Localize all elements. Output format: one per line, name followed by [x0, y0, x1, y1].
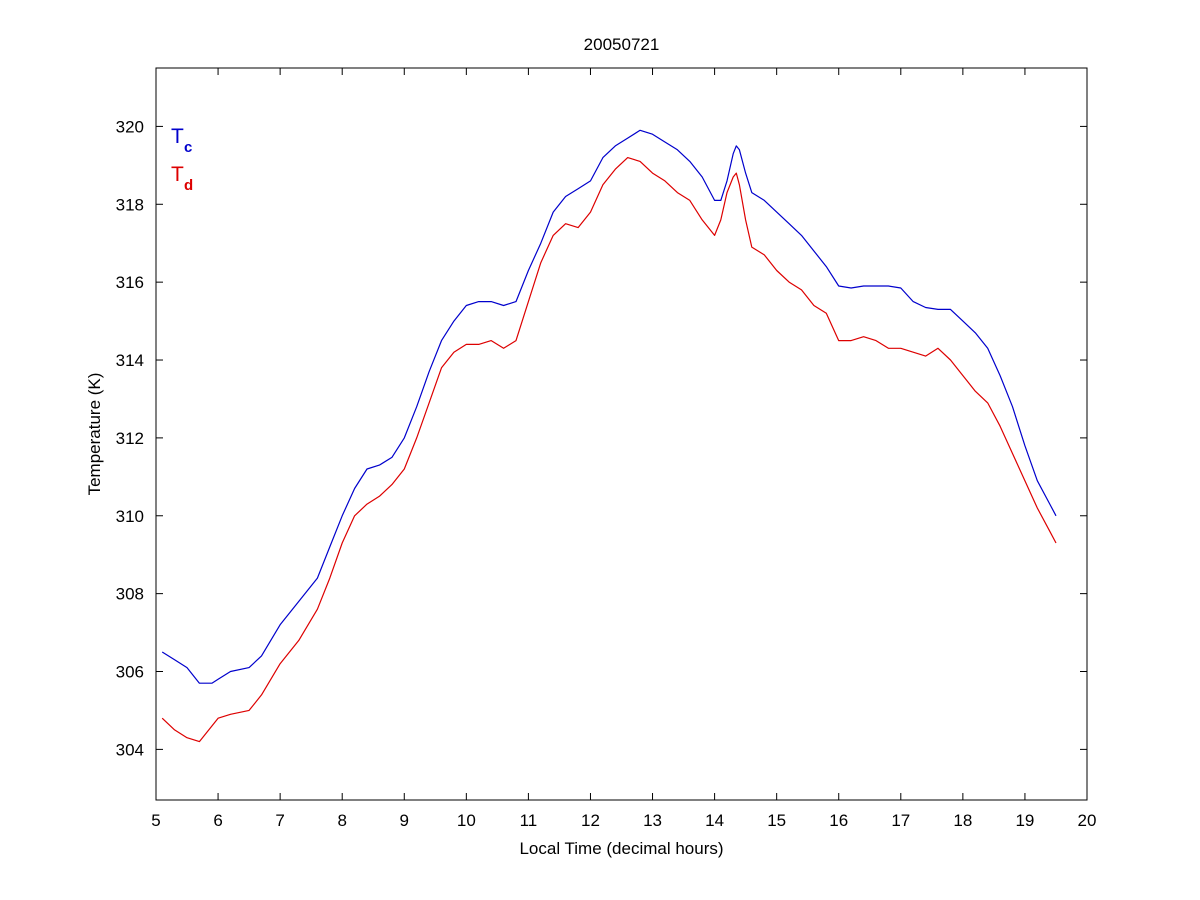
y-tick-label: 310: [116, 507, 144, 526]
series-layer: [161, 129, 1057, 743]
x-tick-label: 19: [1015, 811, 1034, 830]
y-tick-label: 306: [116, 663, 144, 682]
x-tick-label: 15: [767, 811, 786, 830]
x-tick-label: 10: [457, 811, 476, 830]
y-tick-label: 308: [116, 585, 144, 604]
y-tick-label: 304: [116, 740, 144, 759]
x-tick-label: 11: [520, 811, 538, 830]
y-tick-label: 320: [116, 117, 144, 136]
x-axis: 5 6 7 8 9 10 11 12 13 14 15 16 17 18 19 20: [151, 68, 1096, 830]
legend-entry-subscript: c: [184, 139, 192, 156]
x-tick-label: 13: [643, 811, 662, 830]
x-tick-label: 18: [953, 811, 972, 830]
x-tick-label: 8: [337, 811, 346, 830]
x-axis-title: Local Time (decimal hours): [519, 839, 723, 858]
x-tick-label: 12: [581, 811, 600, 830]
x-tick-label: 16: [829, 811, 848, 830]
chart-title: 20050721: [584, 35, 660, 54]
x-tick-label: 17: [891, 811, 910, 830]
x-tick-label: 9: [400, 811, 409, 830]
legend-entry: T: [171, 163, 184, 186]
legend-entry: T: [171, 125, 184, 148]
series-line-td: [161, 157, 1057, 743]
x-tick-label: 6: [213, 811, 222, 830]
y-tick-label: 312: [116, 429, 144, 448]
y-tick-label: 318: [116, 195, 144, 214]
plot-area: [155, 67, 1088, 801]
x-tick-label: 20: [1078, 811, 1097, 830]
legend-entry-subscript: d: [184, 177, 193, 194]
y-axis-title: Temperature (K): [85, 373, 104, 496]
x-tick-label: 14: [705, 811, 724, 830]
y-axis: 304 306 308 310 312 314 316 318 320: [116, 117, 1087, 759]
x-tick-label: 5: [151, 811, 160, 830]
series-line-tc: [161, 129, 1057, 684]
y-tick-label: 314: [116, 351, 144, 370]
y-tick-label: 316: [116, 273, 144, 292]
x-tick-label: 7: [275, 811, 284, 830]
